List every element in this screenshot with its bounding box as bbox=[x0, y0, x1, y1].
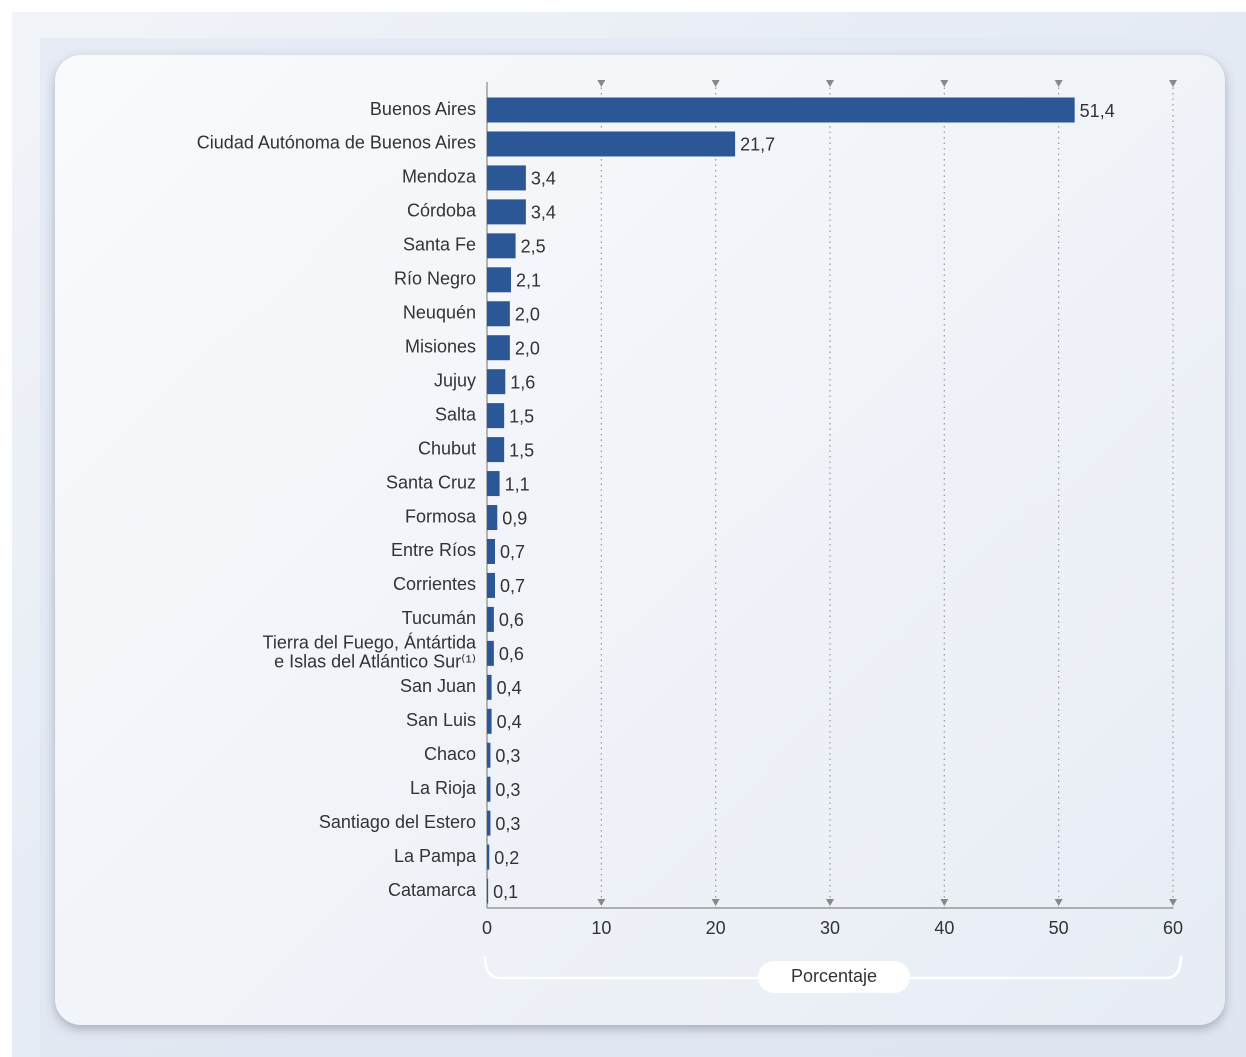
bar bbox=[487, 708, 492, 734]
value-label: 0,3 bbox=[495, 780, 520, 800]
value-label: 0,6 bbox=[499, 644, 524, 664]
bar bbox=[487, 403, 505, 429]
x-tick-label: 10 bbox=[591, 918, 611, 938]
chart-card bbox=[55, 55, 1225, 1025]
bar bbox=[487, 776, 491, 802]
bar bbox=[487, 471, 500, 497]
bar bbox=[487, 267, 512, 293]
value-label: 0,1 bbox=[493, 882, 518, 902]
grid-marker-bottom bbox=[711, 899, 720, 906]
value-label: 1,6 bbox=[510, 372, 535, 392]
grid-marker-top bbox=[1169, 80, 1177, 87]
y-tick-label: Formosa bbox=[405, 506, 477, 526]
y-tick-label: Mendoza bbox=[402, 167, 477, 187]
value-label: 0,2 bbox=[494, 848, 519, 868]
value-label: 2,0 bbox=[515, 305, 540, 325]
value-label: 2,1 bbox=[516, 271, 541, 291]
bar bbox=[487, 199, 526, 225]
y-tick-label: Santiago del Estero bbox=[319, 812, 476, 832]
value-label: 0,7 bbox=[500, 576, 525, 596]
bar bbox=[487, 844, 490, 870]
y-tick-label: Santa Cruz bbox=[386, 472, 476, 492]
value-label: 1,1 bbox=[505, 474, 530, 494]
value-label: 2,5 bbox=[521, 237, 546, 257]
bar bbox=[487, 742, 491, 768]
x-tick-label: 60 bbox=[1163, 918, 1183, 938]
y-tick-label: San Luis bbox=[406, 710, 476, 730]
y-tick-label: San Juan bbox=[400, 676, 476, 696]
y-tick-label: Corrientes bbox=[393, 574, 476, 594]
bar bbox=[487, 606, 494, 632]
axis-label-pill bbox=[758, 961, 910, 993]
y-tick-label: La Pampa bbox=[394, 846, 477, 866]
bar bbox=[487, 505, 498, 531]
x-tick-label: 40 bbox=[934, 918, 954, 938]
value-label: 0,9 bbox=[502, 508, 527, 528]
value-label: 0,4 bbox=[497, 678, 522, 698]
bar bbox=[487, 301, 510, 327]
y-tick-label: Tierra del Fuego, Ántártida e Islas del A… bbox=[263, 632, 477, 671]
bar bbox=[487, 233, 516, 259]
bar bbox=[487, 335, 510, 361]
x-tick-label: 0 bbox=[482, 918, 492, 938]
y-tick-label: Ciudad Autónoma de Buenos Aires bbox=[197, 133, 476, 153]
y-tick-label: Entre Ríos bbox=[391, 540, 476, 560]
value-label: 3,4 bbox=[531, 203, 556, 223]
value-label: 1,5 bbox=[509, 406, 534, 426]
value-label: 3,4 bbox=[531, 169, 556, 189]
grid-marker-bottom bbox=[940, 899, 949, 906]
bar bbox=[487, 810, 491, 836]
value-label: 0,7 bbox=[500, 542, 525, 562]
value-label: 1,5 bbox=[509, 440, 534, 460]
x-axis-title: Porcentaje bbox=[791, 966, 877, 986]
value-label: 0,3 bbox=[495, 746, 520, 766]
value-label: 51,4 bbox=[1080, 101, 1115, 121]
grid-marker-bottom bbox=[597, 899, 606, 906]
value-label: 21,7 bbox=[740, 135, 775, 155]
bar bbox=[487, 538, 496, 564]
y-tick-label: Buenos Aires bbox=[370, 99, 476, 119]
y-tick-label: La Rioja bbox=[410, 778, 477, 798]
y-tick-label: Salta bbox=[435, 404, 477, 424]
grid-marker-top bbox=[597, 80, 606, 87]
value-label: 0,6 bbox=[499, 610, 524, 630]
value-label: 0,4 bbox=[497, 712, 522, 732]
bar bbox=[487, 572, 496, 598]
y-tick-label: Tucumán bbox=[402, 608, 476, 628]
bar bbox=[487, 878, 489, 904]
y-tick-label: Santa Fe bbox=[403, 235, 476, 255]
x-tick-label: 20 bbox=[706, 918, 726, 938]
bar bbox=[487, 131, 736, 157]
y-tick-label: Misiones bbox=[405, 336, 476, 356]
grid-marker-top bbox=[1054, 80, 1063, 87]
bar bbox=[487, 640, 494, 666]
grid-marker-top bbox=[940, 80, 949, 87]
value-label: 2,0 bbox=[515, 338, 540, 358]
bar bbox=[487, 674, 492, 700]
x-tick-label: 30 bbox=[820, 918, 840, 938]
y-tick-label: Catamarca bbox=[388, 880, 477, 900]
grid-marker-top bbox=[711, 80, 720, 87]
bar bbox=[487, 369, 506, 395]
y-tick-label: Jujuy bbox=[434, 370, 476, 390]
grid-marker-bottom bbox=[826, 899, 834, 906]
grid-marker-bottom bbox=[1054, 899, 1063, 906]
grid-marker-bottom bbox=[1169, 899, 1177, 906]
y-tick-label: Neuquén bbox=[403, 303, 476, 323]
bar bbox=[487, 97, 1075, 123]
value-label: 0,3 bbox=[495, 814, 520, 834]
bar bbox=[487, 437, 505, 463]
grid-marker-top bbox=[826, 80, 834, 87]
bar bbox=[487, 165, 526, 191]
x-tick-label: 50 bbox=[1049, 918, 1069, 938]
y-tick-label: Río Negro bbox=[394, 269, 476, 289]
y-tick-label: Chaco bbox=[424, 744, 476, 764]
y-tick-label: Córdoba bbox=[407, 201, 477, 221]
y-tick-label: Chubut bbox=[418, 438, 476, 458]
